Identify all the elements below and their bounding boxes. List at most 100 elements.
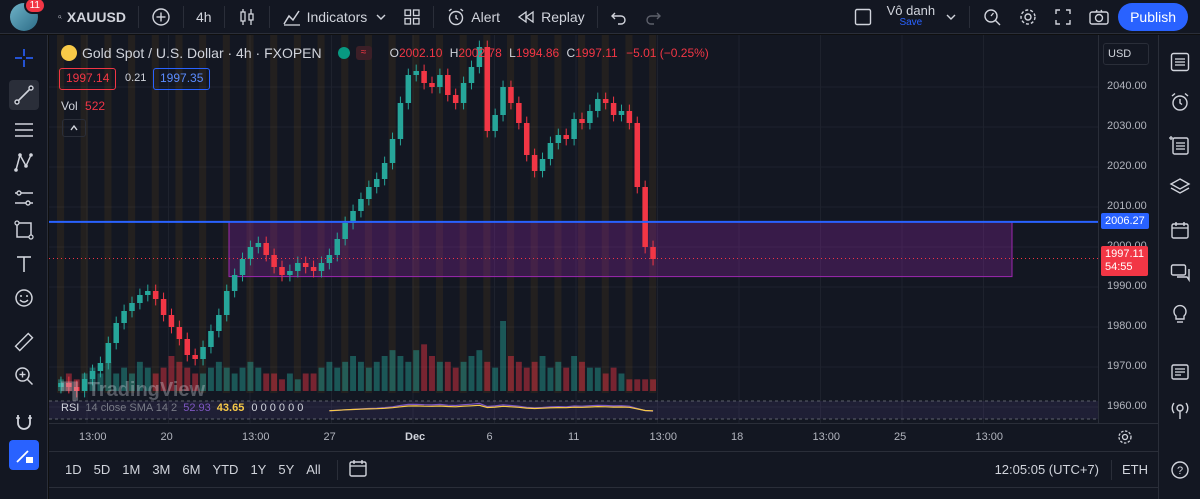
candle-body — [168, 315, 175, 327]
trend-line-tool[interactable] — [9, 80, 39, 110]
chart-title[interactable]: Gold Spot / U.S. Dollar · 4h · FXOPEN — [82, 45, 322, 61]
range-5d[interactable]: 5D — [93, 462, 111, 477]
undo-button[interactable] — [602, 0, 636, 34]
candle-body — [500, 87, 506, 115]
pattern-tool[interactable] — [9, 147, 39, 177]
currency-button[interactable]: USD — [1103, 43, 1149, 65]
time-tick-label: 13:00 — [79, 431, 107, 443]
time-tick-label: 11 — [568, 431, 580, 443]
templates-button[interactable] — [395, 0, 429, 34]
chart-type-button[interactable] — [229, 0, 265, 34]
sell-price-box[interactable]: 1997.14 — [59, 68, 117, 90]
session-highlight — [80, 35, 88, 393]
range-6m[interactable]: 6M — [182, 462, 201, 477]
time-axis[interactable]: 13:00 20 13:00 27 Dec 6 11 13:00 18 13:00 25 13:00 — [49, 423, 1158, 451]
candle-body — [271, 255, 277, 267]
svg-text:?: ? — [1177, 465, 1183, 477]
publish-button[interactable]: Publish — [1118, 2, 1188, 31]
candle-body — [618, 111, 625, 115]
range-3m[interactable]: 3M — [152, 462, 171, 477]
help-button[interactable]: ? — [1165, 455, 1195, 485]
redo-button[interactable] — [636, 0, 670, 34]
axis-settings-button[interactable] — [1117, 429, 1133, 448]
fullscreen-button[interactable] — [1046, 0, 1080, 34]
range-all[interactable]: All — [306, 462, 321, 477]
rsi-params: 14 close SMA 14 2 — [85, 402, 178, 414]
range-1y[interactable]: 1Y — [250, 462, 267, 477]
indicators-button[interactable]: Indicators — [274, 0, 396, 34]
time-tick-label: 25 — [894, 431, 907, 443]
session-highlight — [530, 35, 538, 393]
candle-body — [373, 179, 380, 187]
bar-countdown: 54:55 — [1105, 261, 1133, 273]
chat-panel-button[interactable] — [1165, 257, 1195, 287]
volume-bar — [358, 361, 364, 391]
session-highlight — [601, 35, 609, 393]
clock-timezone[interactable]: 12:05:05 (UTC+7) — [994, 462, 1099, 477]
candle-body — [176, 327, 183, 339]
buy-price-box[interactable]: 1997.35 — [153, 68, 211, 90]
candle-body — [523, 123, 530, 155]
candle-body — [302, 263, 309, 267]
range-ytd[interactable]: YTD — [212, 462, 239, 477]
shape-tool[interactable] — [9, 215, 39, 245]
news-button[interactable] — [1165, 357, 1195, 387]
symbol-search[interactable]: XAUUSD — [46, 0, 134, 34]
price-axis[interactable]: USD 2040.002030.002020.002010.002000.001… — [1098, 35, 1158, 423]
watchlist-button[interactable] — [1165, 47, 1195, 77]
icon-tool[interactable] — [9, 283, 39, 313]
crosshair-tool[interactable] — [9, 43, 39, 73]
layout-name-group[interactable]: Vô danh Save — [887, 4, 935, 29]
collapse-legend-button[interactable] — [62, 119, 86, 137]
candle-body — [129, 303, 135, 311]
plus-circle-icon — [152, 7, 170, 26]
range-1m[interactable]: 1M — [122, 462, 141, 477]
candle-body — [73, 387, 80, 391]
settings-button[interactable] — [1010, 0, 1046, 34]
search-gauge-icon — [984, 8, 1001, 25]
volume-bar — [263, 373, 270, 391]
volume-bar — [452, 367, 459, 391]
snapshot-button[interactable] — [1080, 0, 1118, 34]
streams-button[interactable] — [1165, 395, 1195, 425]
goto-date-button[interactable] — [348, 458, 368, 481]
rsi-band-values: 0 0 0 0 0 0 — [251, 402, 304, 414]
alerts-panel-button[interactable] — [1165, 87, 1195, 117]
price-tick-label: 2030.00 — [1107, 120, 1147, 132]
session-button[interactable]: ETH — [1122, 462, 1148, 477]
price-chart-svg[interactable] — [49, 35, 1098, 423]
change-value: −5.01 (−0.25%) — [626, 46, 709, 60]
volume-bar — [634, 379, 641, 391]
replay-button[interactable]: Replay — [508, 0, 593, 34]
volume-bar — [602, 373, 609, 391]
interval-button[interactable]: 4h — [196, 8, 212, 25]
forecast-tool[interactable] — [9, 183, 39, 213]
zoom-tool[interactable] — [9, 361, 39, 391]
measure-tool[interactable] — [9, 327, 39, 357]
alert-button[interactable]: Alert — [438, 0, 508, 34]
layout-button[interactable]: Vô danh Save — [845, 0, 965, 34]
user-avatar[interactable]: 11 — [10, 0, 46, 31]
magnet-tool[interactable] — [9, 407, 39, 437]
layers-icon — [1169, 178, 1191, 194]
text-tool[interactable] — [9, 249, 39, 279]
range-5y[interactable]: 5Y — [278, 462, 295, 477]
layers-button[interactable] — [1165, 172, 1195, 202]
candle-body — [113, 323, 119, 343]
rsi-band — [49, 401, 1098, 419]
range-1d[interactable]: 1D — [65, 462, 82, 477]
volume-bar — [381, 356, 388, 391]
quick-search-button[interactable] — [974, 0, 1010, 34]
chart-pane[interactable]: Gold Spot / U.S. Dollar · 4h · FXOPEN ≈ … — [49, 35, 1098, 423]
symbol-label: XAUUSD — [66, 8, 126, 25]
dividend-icon: ≈ — [355, 46, 372, 60]
fib-tool[interactable] — [9, 115, 39, 145]
time-tick-label: 20 — [160, 431, 173, 443]
object-tree-button[interactable] — [1165, 130, 1195, 160]
lock-drawings-tool[interactable] — [9, 440, 39, 470]
compare-symbol-button[interactable] — [143, 0, 179, 34]
zoom-in-icon — [15, 367, 34, 386]
session-highlight — [364, 35, 372, 393]
ideas-button[interactable] — [1165, 299, 1195, 329]
calendar-panel-button[interactable] — [1165, 215, 1195, 245]
